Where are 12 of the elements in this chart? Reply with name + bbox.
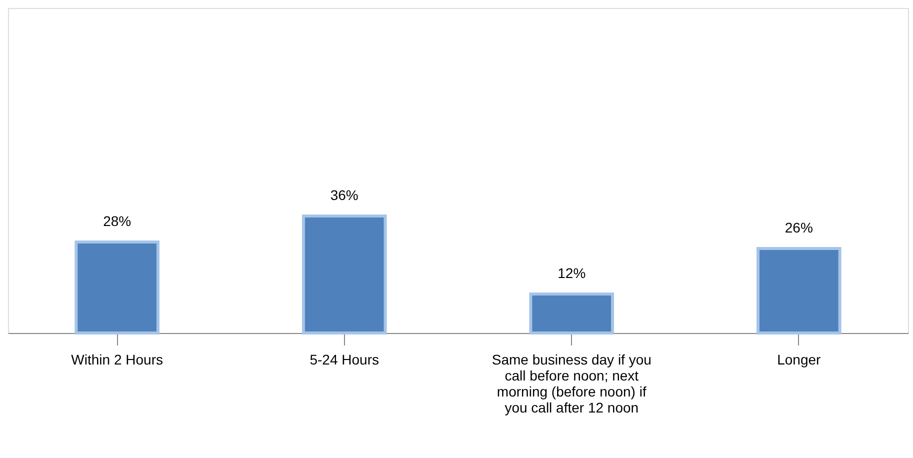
data-label: 36% <box>330 187 358 203</box>
x-tick-label: Same business day if you call before noon; next morning (before noon) if you call after 12 noon <box>492 352 652 416</box>
data-label: 26% <box>784 220 813 236</box>
data-label: 28% <box>103 213 132 229</box>
x-tick-label: Within 2 Hours <box>71 352 163 368</box>
bar <box>756 247 842 334</box>
data-label: 12% <box>558 265 586 281</box>
bar <box>529 292 614 334</box>
x-tick-label: Longer <box>777 352 822 368</box>
x-tick-label: 5-24 Hours <box>310 352 379 368</box>
bar <box>302 214 387 334</box>
bar <box>74 240 160 334</box>
